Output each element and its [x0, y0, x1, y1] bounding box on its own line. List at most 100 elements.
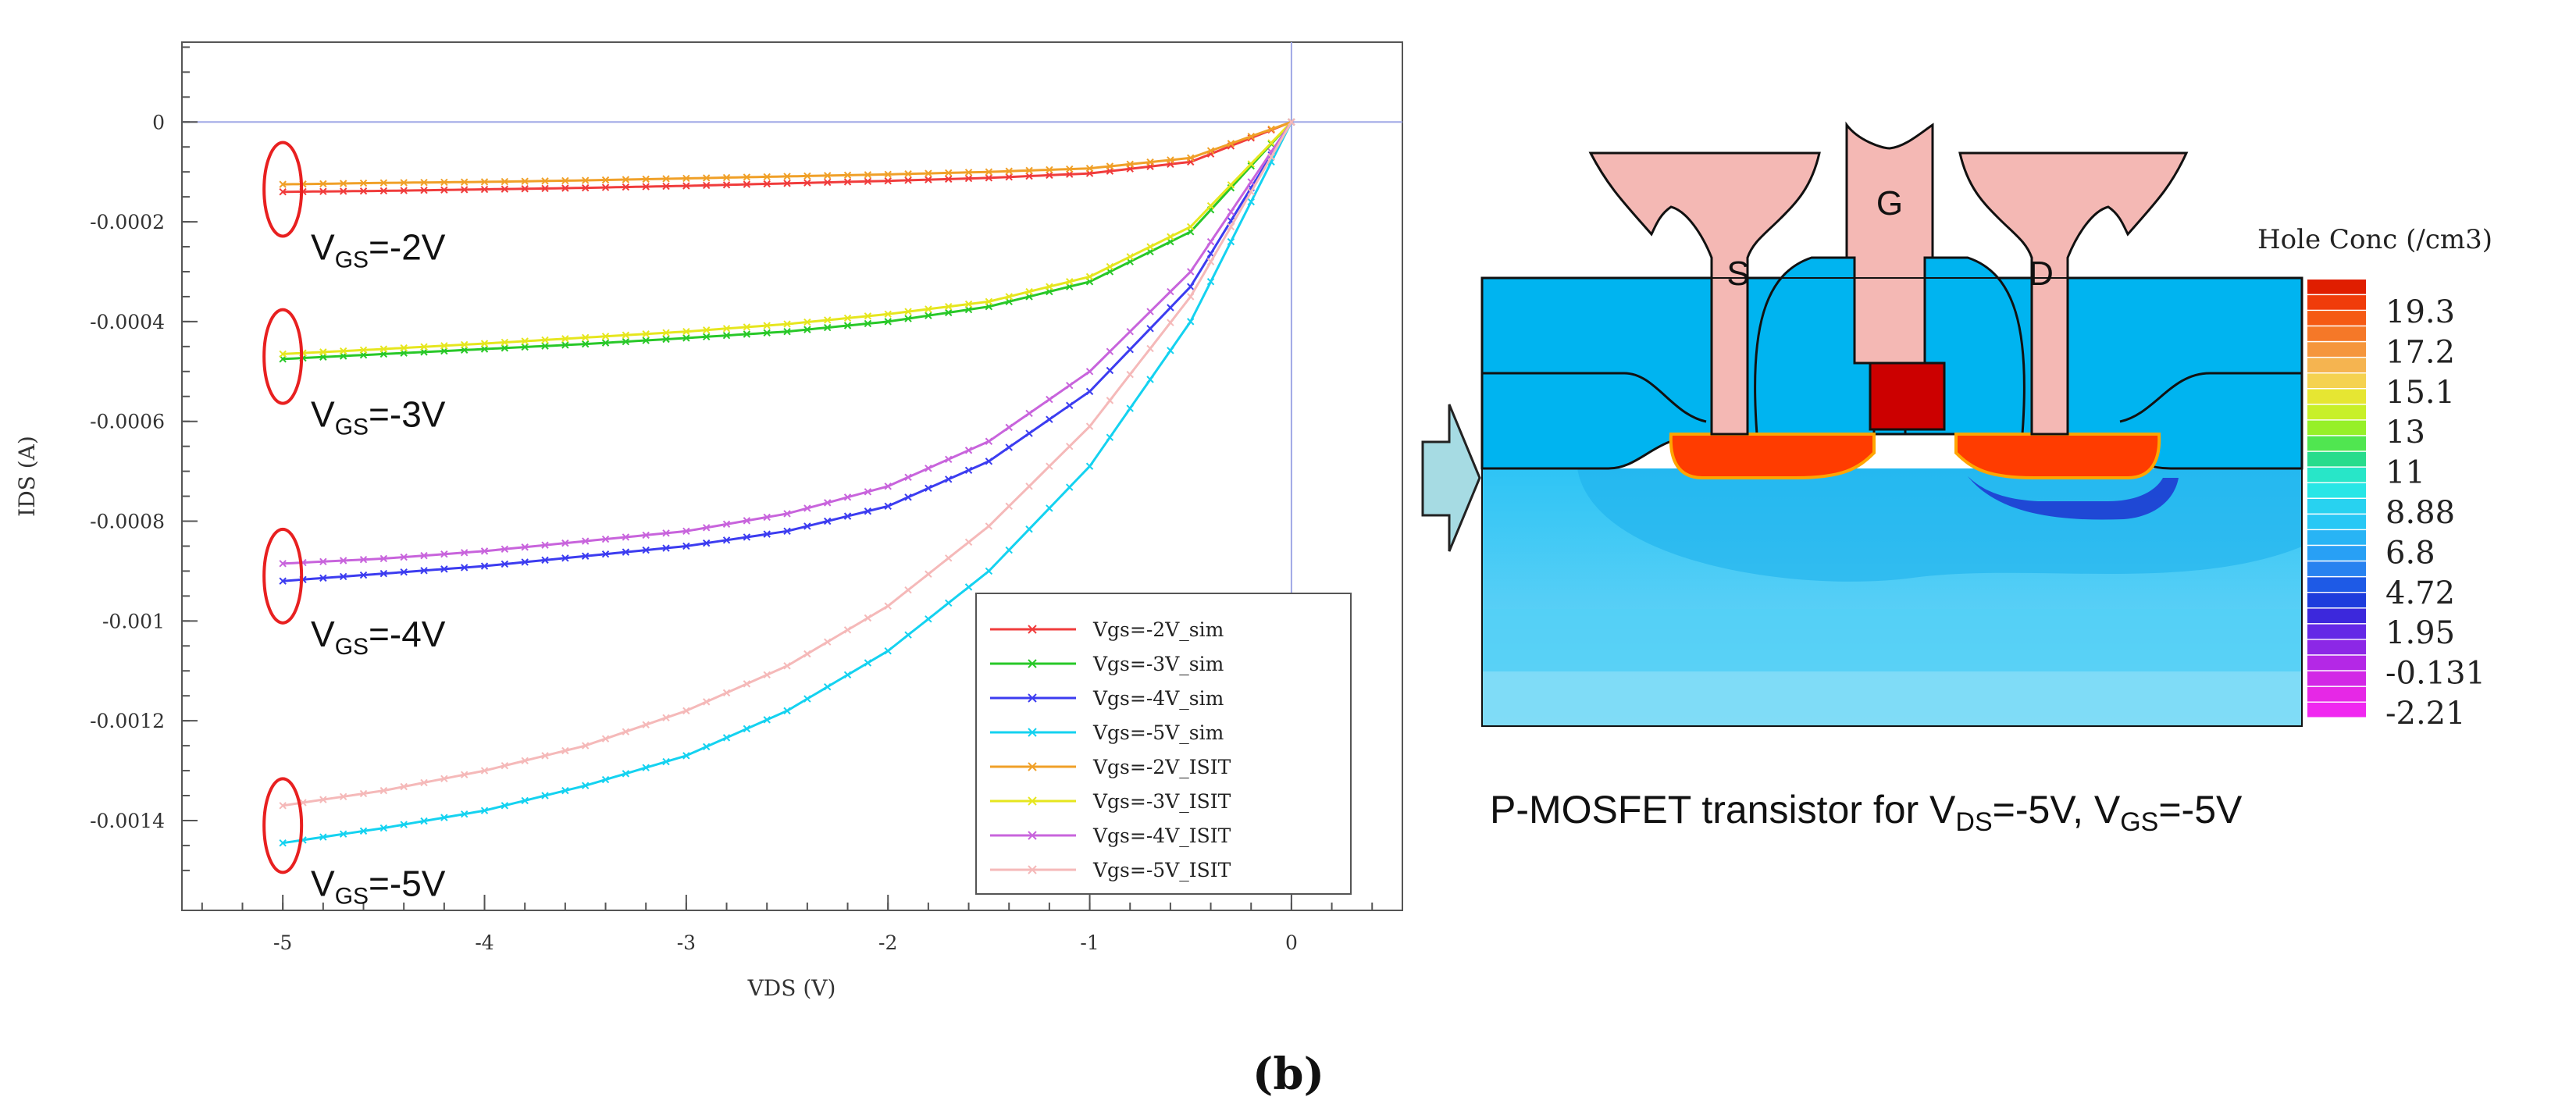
data-point-marker: [622, 176, 630, 183]
data-point-marker: [1025, 429, 1033, 437]
data-point-marker: [1206, 201, 1215, 210]
data-point-marker: [843, 178, 852, 186]
colorbar-value-label: 11: [2385, 455, 2425, 491]
data-point-marker: [1227, 208, 1235, 215]
caption-mid: =-5V, V: [1993, 788, 2121, 832]
data-point-marker: [521, 757, 529, 764]
colorbar-swatch: [2307, 451, 2366, 467]
data-point-marker: [682, 527, 690, 536]
data-point-marker: [1005, 423, 1013, 432]
data-point-marker: [622, 728, 630, 735]
data-point-marker: [400, 553, 408, 561]
legend-box: [975, 593, 1352, 895]
data-point-marker: [682, 327, 690, 336]
data-point-marker: [722, 734, 731, 742]
data-point-marker: [985, 297, 993, 306]
data-point-marker: [702, 524, 711, 532]
data-point-marker: [824, 499, 832, 507]
data-point-marker: [763, 671, 771, 679]
colorbar-swatch: [2307, 436, 2366, 451]
data-point-marker: [1005, 502, 1013, 511]
data-point-marker: [501, 560, 509, 568]
data-point-marker: [420, 186, 428, 194]
data-point-marker: [460, 178, 469, 186]
y-tick-label: 0: [152, 111, 165, 134]
data-point-marker: [803, 179, 811, 187]
colorbar-swatch: [2307, 530, 2366, 545]
data-point-marker: [642, 183, 650, 191]
data-point-marker: [763, 716, 771, 724]
data-point-marker: [601, 333, 610, 340]
data-point-marker: [985, 522, 993, 530]
data-point-marker: [824, 638, 832, 646]
data-point-marker: [1206, 278, 1215, 286]
data-point-marker: [702, 698, 711, 706]
data-point-marker: [1146, 376, 1154, 383]
data-point-marker: [561, 335, 569, 343]
data-point-marker: [601, 183, 610, 191]
vgs-annotations: VGS=-2V VGS=-3V VGS=-4V VGS=-5V: [262, 141, 446, 909]
data-point-marker: [864, 177, 872, 186]
data-point-marker: [581, 537, 590, 545]
data-point-marker: [581, 782, 590, 789]
legend-label: Vgs=-5V_ISIT: [1092, 859, 1231, 881]
colorbar-swatch: [2307, 593, 2366, 607]
colorbar-swatch: [2307, 404, 2366, 420]
data-point-marker: [581, 333, 590, 342]
data-point-marker: [1247, 160, 1255, 168]
data-point-marker: [440, 186, 448, 194]
data-point-marker: [279, 350, 287, 358]
data-point-marker: [843, 626, 852, 634]
data-point-marker: [1025, 483, 1033, 490]
data-point-marker: [521, 558, 529, 566]
colorbar-swatch: [2307, 499, 2366, 514]
data-point-marker: [501, 545, 509, 554]
data-point-marker: [460, 771, 469, 778]
data-point-marker: [642, 337, 650, 344]
data-point-marker: [440, 550, 448, 558]
data-point-marker: [420, 179, 428, 187]
data-point-marker: [1146, 325, 1154, 333]
vgs-label: VGS=-5V: [311, 863, 446, 909]
data-point-marker: [561, 341, 569, 349]
data-point-marker: [501, 338, 509, 347]
colorbar-value-label: 13: [2385, 415, 2425, 451]
data-point-marker: [763, 173, 771, 181]
data-point-marker: [864, 614, 872, 622]
data-point-marker: [521, 185, 529, 193]
data-point-marker: [319, 187, 327, 195]
colorbar: Hole Conc (/cm3) 19.3 17.2 15.1 13 11 8.88 6.8…: [2257, 224, 2492, 732]
data-point-marker: [1187, 154, 1195, 162]
data-point-marker: [1227, 223, 1235, 231]
series-markers: [279, 118, 1295, 810]
data-point-marker: [1146, 158, 1154, 166]
data-point-marker: [864, 659, 872, 667]
data-point-marker: [521, 337, 529, 345]
data-point-marker: [824, 178, 832, 187]
data-point-marker: [1126, 327, 1134, 336]
data-point-marker: [541, 342, 549, 350]
data-point-marker: [561, 746, 569, 755]
data-point-marker: [702, 326, 711, 334]
colorbar-swatch: [2307, 467, 2366, 483]
data-point-marker: [1106, 366, 1114, 375]
data-point-marker: [662, 714, 670, 722]
data-point-marker: [925, 169, 932, 177]
data-point-marker: [480, 562, 489, 570]
data-point-marker: [964, 300, 973, 308]
data-point-marker: [722, 173, 731, 182]
data-point-marker: [1146, 308, 1154, 315]
data-point-marker: [824, 682, 832, 691]
data-point-marker: [1046, 166, 1053, 174]
data-point-marker: [945, 175, 953, 183]
data-point-marker: [743, 173, 751, 181]
source-pplus-region: [1669, 433, 1876, 479]
colorbar-value-label: -0.131: [2385, 656, 2485, 692]
data-point-marker: [964, 538, 973, 547]
data-point-marker: [985, 567, 993, 575]
data-point-marker: [1106, 433, 1114, 441]
data-point-marker: [440, 565, 448, 573]
data-point-marker: [561, 176, 569, 185]
data-point-marker: [359, 571, 368, 579]
